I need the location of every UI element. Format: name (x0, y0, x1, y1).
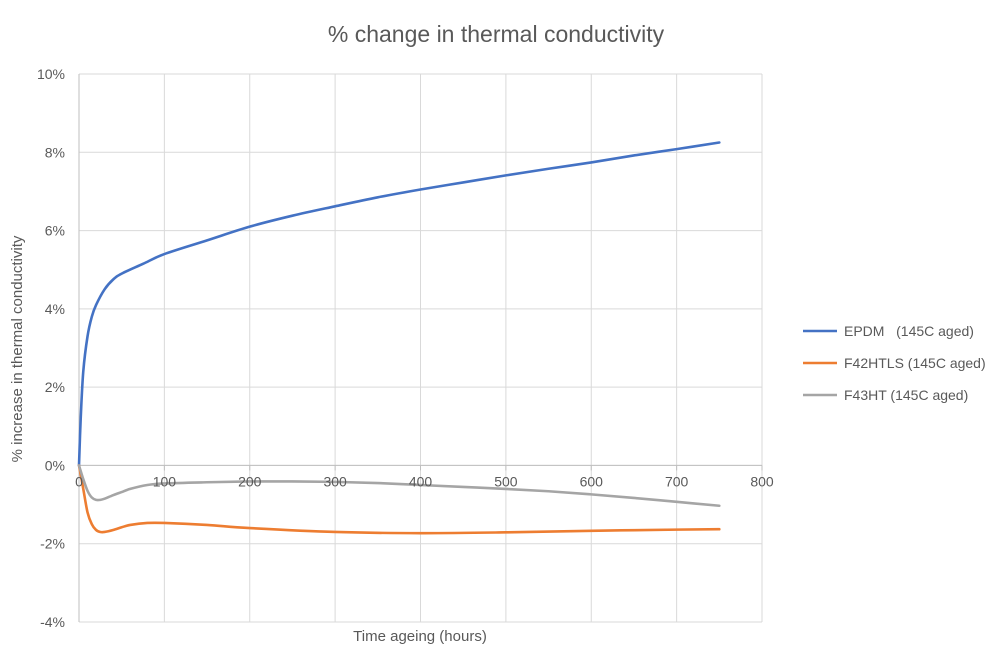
y-tick-label: -2% (40, 536, 65, 552)
legend-label: F43HT (145C aged) (844, 387, 968, 403)
series-line-f43ht (77, 464, 721, 508)
y-axis-label: % increase in thermal conductivity (9, 235, 26, 462)
series-line-f42htls (77, 464, 721, 535)
legend-item-f42htls: F42HTLS (145C aged) (803, 355, 986, 371)
y-axis-ticks: -4% -2% 0% 2% 4% 6% 8% 10% (37, 66, 65, 630)
chart-title: % change in thermal conductivity (328, 21, 665, 47)
x-tick-label: 200 (238, 473, 262, 489)
x-tick-label: 400 (409, 473, 433, 489)
y-tick-label: 2% (45, 379, 65, 395)
legend-item-epdm: EPDM (145C aged) (803, 323, 974, 339)
legend-label: F42HTLS (145C aged) (844, 355, 986, 371)
y-tick-label: 4% (45, 301, 65, 317)
axes (78, 74, 763, 622)
x-tick-label: 600 (580, 473, 604, 489)
legend-label: EPDM (145C aged) (844, 323, 974, 339)
series-lines (77, 141, 721, 535)
series-line-epdm (77, 141, 721, 467)
x-tick-label: 100 (153, 473, 177, 489)
y-tick-label: 8% (45, 144, 65, 160)
legend: EPDM (145C aged) F42HTLS (145C aged) F43HT… (803, 323, 986, 403)
x-tick-label: 800 (750, 473, 774, 489)
y-tick-label: 10% (37, 66, 65, 82)
legend-item-f43ht: F43HT (145C aged) (803, 387, 968, 403)
x-tick-label: 500 (494, 473, 518, 489)
x-axis-label: Time ageing (hours) (353, 628, 487, 645)
x-axis-ticks: 0 100 200 300 400 500 600 700 800 (75, 473, 774, 489)
gridlines (78, 73, 763, 623)
x-tick-label: 300 (323, 473, 347, 489)
x-tick-label: 0 (75, 473, 83, 489)
y-tick-label: 0% (45, 457, 65, 473)
y-tick-label: -4% (40, 614, 65, 630)
y-tick-label: 6% (45, 223, 65, 239)
x-tick-label: 700 (665, 473, 689, 489)
